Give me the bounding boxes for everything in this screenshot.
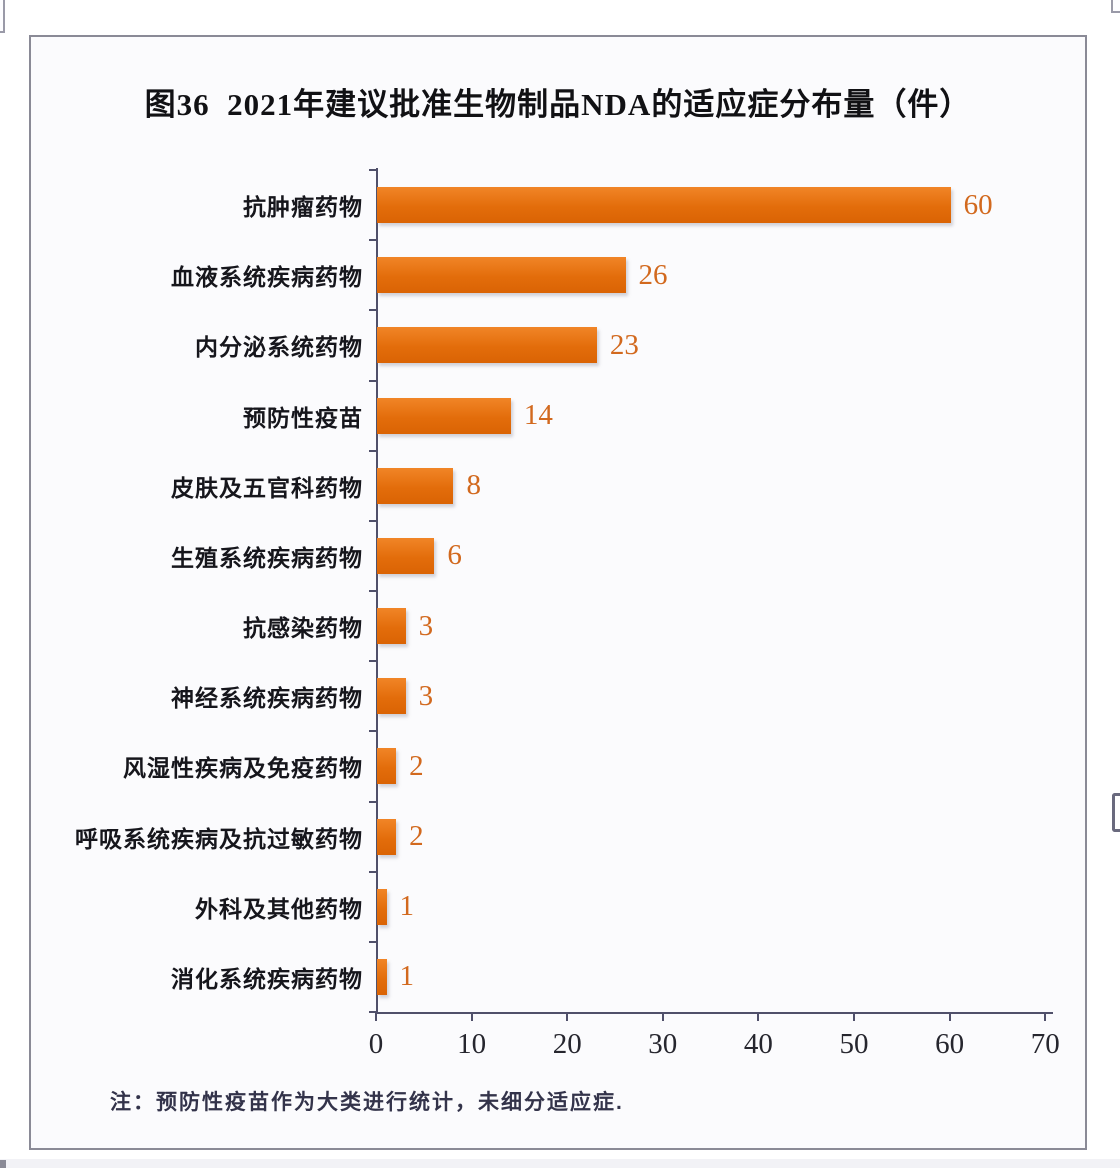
y-axis-tick — [369, 800, 376, 803]
value-label: 8 — [466, 469, 481, 502]
x-axis-tick-label: 40 — [743, 1028, 773, 1060]
category-label: 神经系统疾病药物 — [171, 685, 363, 712]
y-axis-tick — [369, 590, 376, 592]
value-label: 60 — [963, 188, 993, 221]
y-axis-tick — [369, 239, 376, 242]
y-axis-tick — [369, 660, 376, 663]
x-axis-tick — [375, 1012, 377, 1021]
x-axis-tick — [470, 1012, 473, 1021]
y-axis-tick — [369, 309, 376, 312]
footnote: 注：预防性疫苗作为大类进行统计，未细分适应症. — [110, 1091, 624, 1114]
edge-fragment-top-left — [0, 0, 5, 33]
bar — [377, 327, 597, 364]
value-label: 14 — [523, 399, 553, 432]
y-axis-tick — [369, 169, 376, 171]
x-axis-tick — [853, 1012, 855, 1021]
chart-title: 图36 2021年建议批准生物制品NDA的适应症分布量（件） — [144, 87, 972, 122]
y-axis-tick — [369, 730, 376, 733]
x-axis-tick-label: 30 — [648, 1028, 678, 1060]
value-label: 6 — [447, 539, 462, 572]
x-axis-line — [376, 1012, 1054, 1014]
y-axis-line — [376, 168, 378, 1014]
value-label: 3 — [418, 679, 434, 712]
category-label: 呼吸系统疾病及抗过敏药物 — [75, 825, 363, 852]
x-axis-tick-label: 10 — [457, 1028, 487, 1060]
edge-fragment-bottom-left — [0, 1160, 6, 1168]
bar — [377, 537, 435, 574]
x-axis-tick — [1044, 1012, 1047, 1021]
edge-fragment-right-bracket — [1112, 793, 1120, 832]
chart-container: 图36 2021年建议批准生物制品NDA的适应症分布量（件） 抗肿瘤药物 60 血液… — [29, 35, 1087, 1150]
category-label: 风湿性疾病及免疫药物 — [123, 755, 363, 782]
category-label: 内分泌系统药物 — [195, 334, 363, 361]
category-label: 血液系统疾病药物 — [171, 264, 363, 291]
bar — [377, 397, 511, 434]
bar — [377, 958, 387, 995]
bar — [377, 257, 626, 294]
x-axis-tick-label: 20 — [552, 1028, 582, 1060]
category-label: 外科及其他药物 — [195, 895, 363, 922]
bar — [377, 748, 397, 785]
x-axis-tick — [948, 1012, 951, 1021]
bar — [377, 888, 387, 925]
category-label: 生殖系统疾病药物 — [171, 544, 363, 571]
bar — [377, 818, 397, 855]
x-axis-tick-label: 50 — [839, 1028, 869, 1060]
category-label: 抗肿瘤药物 — [243, 194, 363, 221]
x-axis-tick — [757, 1012, 760, 1021]
category-label: 皮肤及五官科药物 — [171, 474, 363, 501]
x-axis-tick-label: 70 — [1030, 1028, 1060, 1060]
bar — [377, 608, 406, 645]
x-axis-tick — [566, 1012, 569, 1021]
value-label: 2 — [409, 820, 424, 853]
category-label: 消化系统疾病药物 — [171, 965, 363, 992]
category-label: 预防性疫苗 — [243, 404, 363, 431]
value-label: 3 — [418, 609, 434, 642]
y-axis-tick — [369, 940, 376, 943]
edge-fragment-top-right — [1111, 0, 1120, 13]
y-axis-tick — [369, 449, 376, 452]
value-label: 23 — [609, 328, 639, 361]
y-axis-tick — [369, 379, 376, 382]
value-label: 1 — [399, 960, 415, 993]
value-label: 26 — [638, 258, 668, 291]
y-axis-tick — [369, 519, 376, 522]
bar — [377, 467, 454, 504]
y-axis-tick — [369, 1011, 376, 1013]
x-axis-tick-label: 60 — [935, 1028, 965, 1060]
bar — [377, 187, 951, 224]
value-label: 1 — [399, 890, 415, 923]
x-axis-tick — [661, 1012, 664, 1021]
value-label: 2 — [409, 749, 424, 782]
category-label: 抗感染药物 — [243, 615, 363, 642]
y-axis-tick — [369, 870, 376, 873]
bottom-edge-strip — [0, 1159, 1120, 1168]
bar — [377, 678, 406, 715]
x-axis-tick-label: 0 — [368, 1028, 384, 1060]
